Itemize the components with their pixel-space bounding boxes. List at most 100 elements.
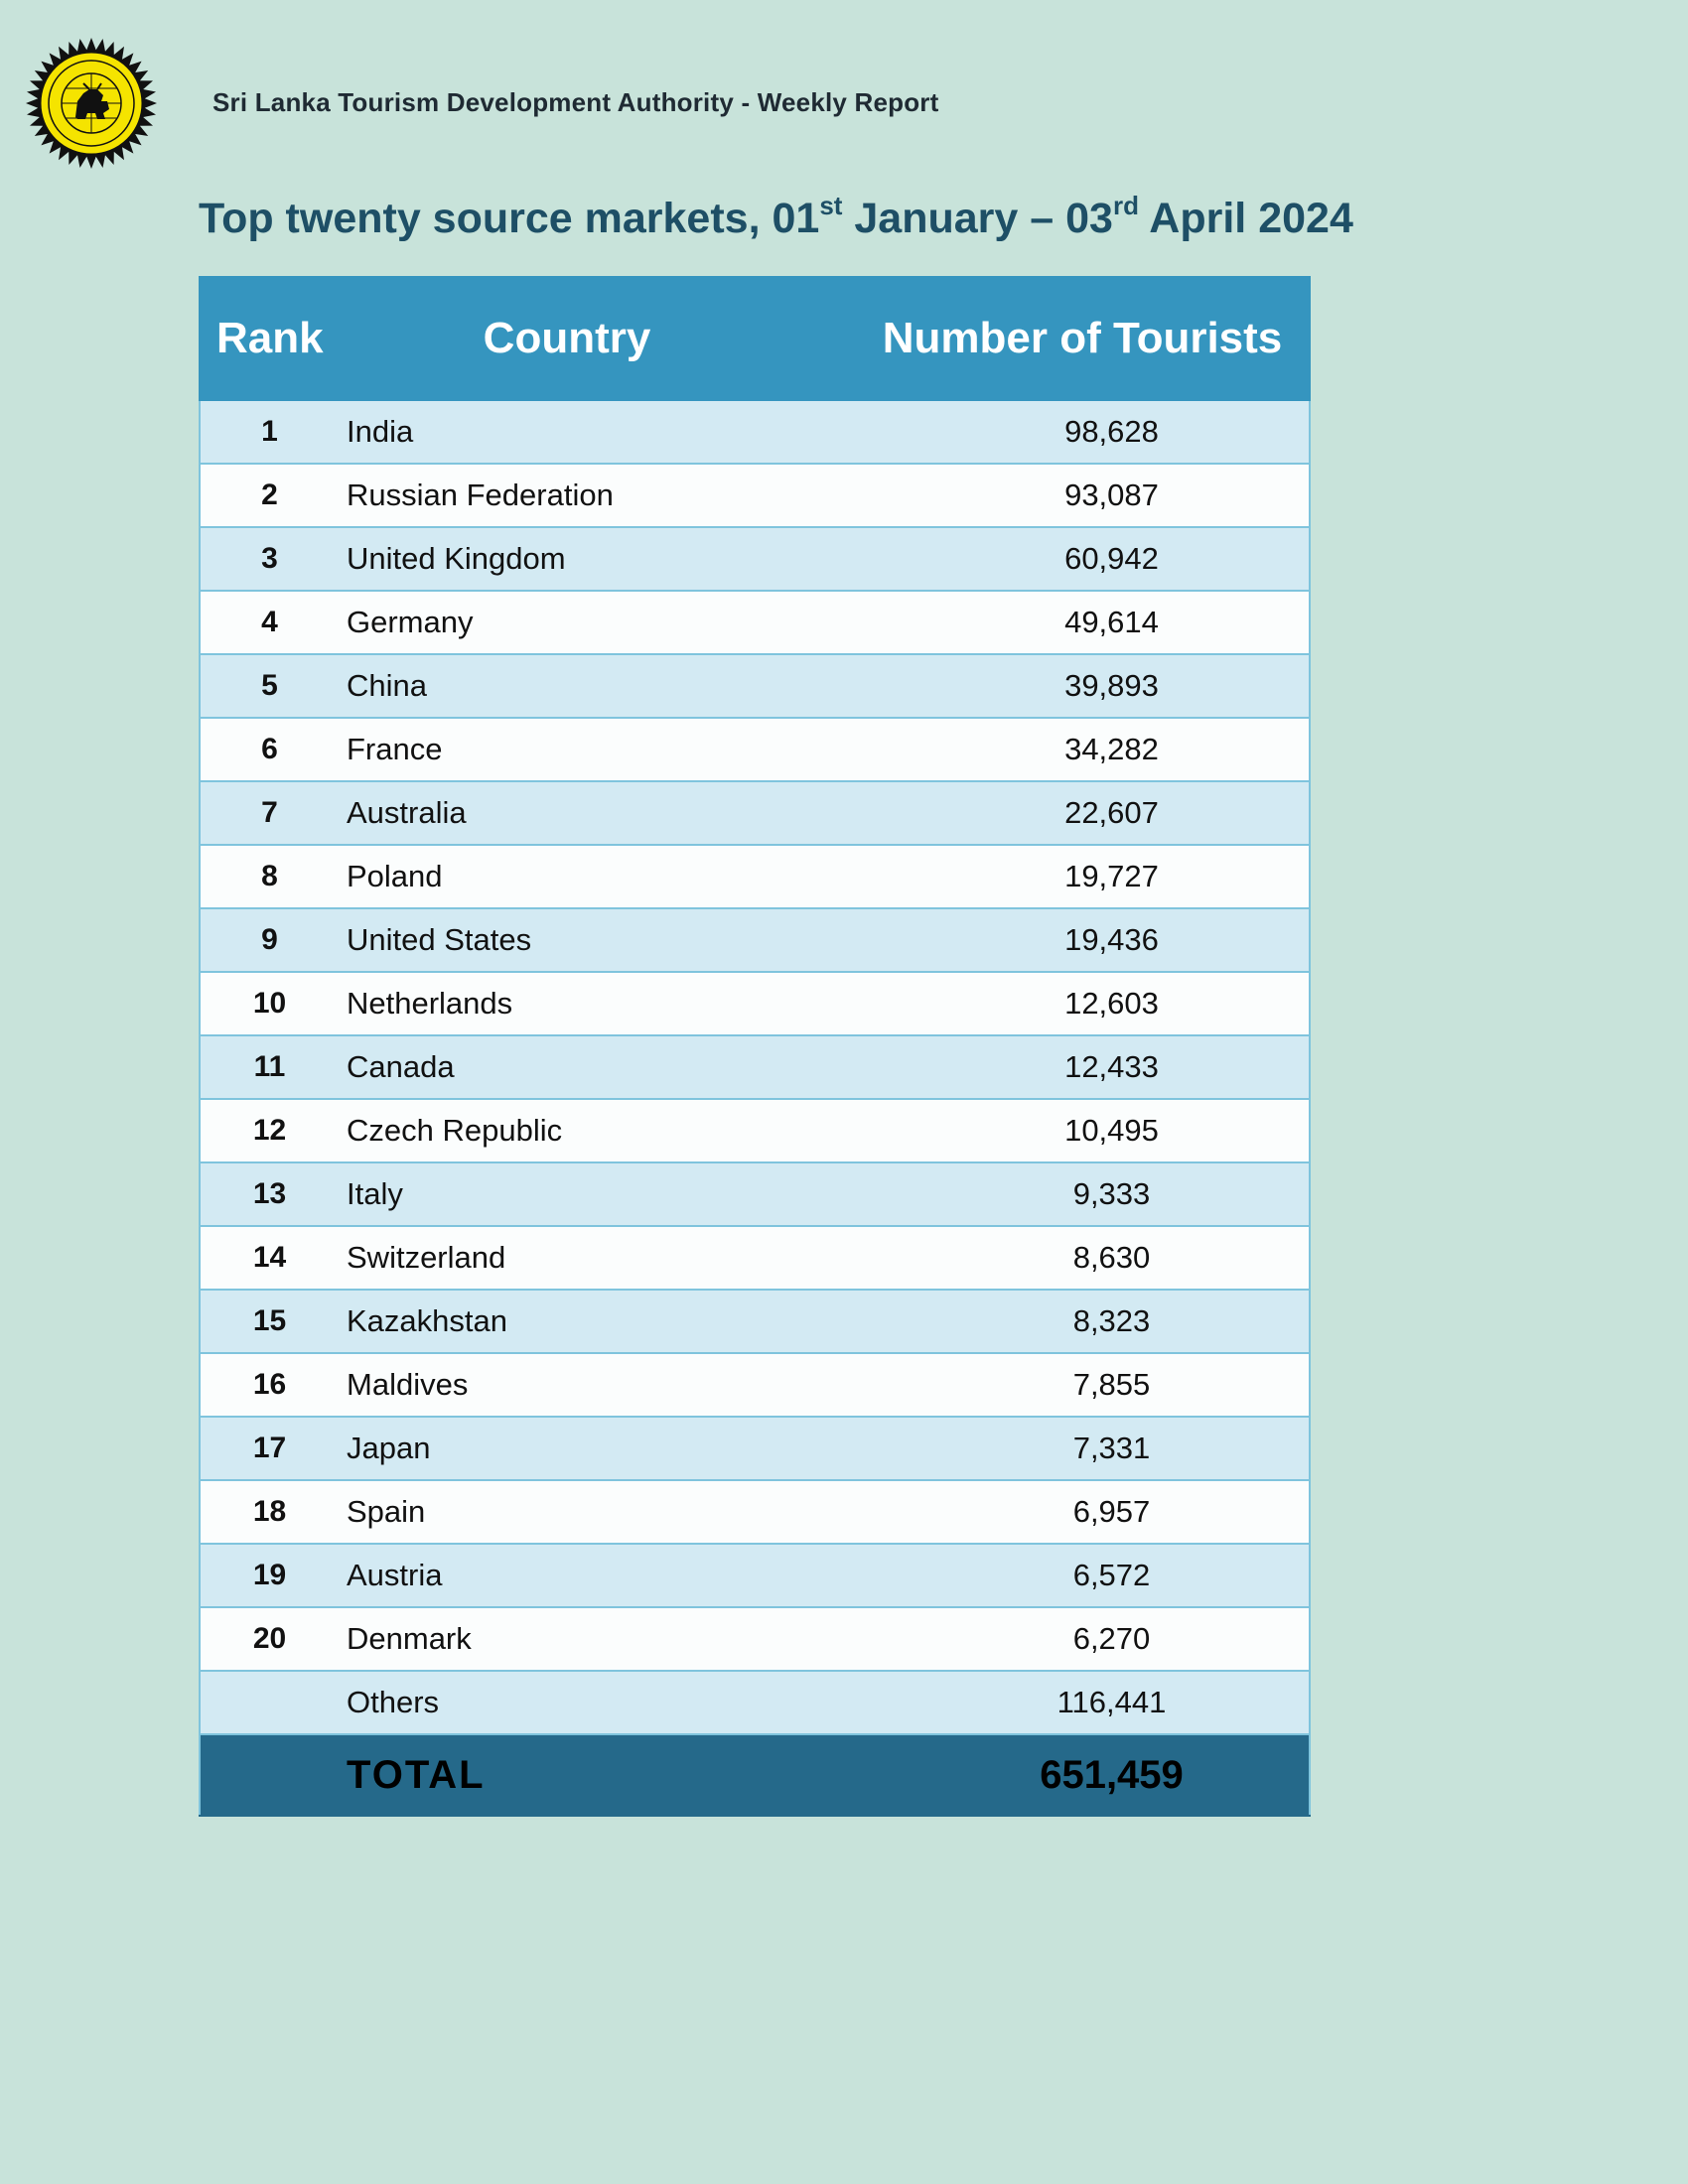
total-rank-cell <box>199 1733 339 1817</box>
country-cell: Australia <box>339 780 855 846</box>
header-country: Country <box>338 276 856 401</box>
tourists-cell: 8,323 <box>855 1289 1311 1354</box>
tourists-cell: 19,436 <box>855 907 1311 973</box>
rank-cell: 3 <box>199 526 339 592</box>
country-cell: United Kingdom <box>339 526 855 592</box>
country-cell: Canada <box>339 1034 855 1100</box>
others-rank-cell <box>199 1670 339 1735</box>
table-row: 5 China 39,893 <box>199 653 1311 719</box>
tourists-cell: 6,572 <box>855 1543 1311 1608</box>
tourists-cell: 6,957 <box>855 1479 1311 1545</box>
table-row: 17 Japan 7,331 <box>199 1416 1311 1481</box>
title-prefix: Top twenty source markets, 01 <box>199 195 820 242</box>
table-row: 4 Germany 49,614 <box>199 590 1311 655</box>
tourists-cell: 93,087 <box>855 463 1311 528</box>
rank-cell: 8 <box>199 844 339 909</box>
others-label: Others <box>339 1670 855 1735</box>
rank-cell: 11 <box>199 1034 339 1100</box>
country-cell: Austria <box>339 1543 855 1608</box>
tourists-cell: 19,727 <box>855 844 1311 909</box>
rank-cell: 6 <box>199 717 339 782</box>
table-row: 12 Czech Republic 10,495 <box>199 1098 1311 1163</box>
country-cell: China <box>339 653 855 719</box>
tourists-cell: 39,893 <box>855 653 1311 719</box>
country-cell: Czech Republic <box>339 1098 855 1163</box>
rank-cell: 19 <box>199 1543 339 1608</box>
table-row: 2 Russian Federation 93,087 <box>199 463 1311 528</box>
table-row: 20 Denmark 6,270 <box>199 1606 1311 1672</box>
title-sup-rd: rd <box>1112 191 1139 220</box>
country-cell: Switzerland <box>339 1225 855 1291</box>
table-header-row: Rank Country Number of Tourists <box>199 276 1311 401</box>
tourists-cell: 22,607 <box>855 780 1311 846</box>
table-row: 8 Poland 19,727 <box>199 844 1311 909</box>
tourists-cell: 8,630 <box>855 1225 1311 1291</box>
country-cell: France <box>339 717 855 782</box>
total-label: TOTAL <box>339 1733 855 1817</box>
page-title: Top twenty source markets, 01st January … <box>199 191 1353 243</box>
header-rank: Rank <box>199 276 340 401</box>
table-row: 18 Spain 6,957 <box>199 1479 1311 1545</box>
country-cell: Italy <box>339 1161 855 1227</box>
rank-cell: 5 <box>199 653 339 719</box>
others-tourists: 116,441 <box>855 1670 1311 1735</box>
country-cell: Netherlands <box>339 971 855 1036</box>
country-cell: India <box>339 399 855 465</box>
rank-cell: 9 <box>199 907 339 973</box>
table-row: 19 Austria 6,572 <box>199 1543 1311 1608</box>
rank-cell: 17 <box>199 1416 339 1481</box>
tourists-cell: 12,433 <box>855 1034 1311 1100</box>
table-row: 13 Italy 9,333 <box>199 1161 1311 1227</box>
country-cell: Poland <box>339 844 855 909</box>
rank-cell: 16 <box>199 1352 339 1418</box>
table-row: 9 United States 19,436 <box>199 907 1311 973</box>
country-cell: United States <box>339 907 855 973</box>
others-row: Others 116,441 <box>199 1670 1311 1735</box>
title-middle: January – 03 <box>842 195 1113 242</box>
country-cell: Kazakhstan <box>339 1289 855 1354</box>
tourists-cell: 98,628 <box>855 399 1311 465</box>
table-row: 7 Australia 22,607 <box>199 780 1311 846</box>
rank-cell: 15 <box>199 1289 339 1354</box>
tourists-cell: 10,495 <box>855 1098 1311 1163</box>
rank-cell: 4 <box>199 590 339 655</box>
rank-cell: 12 <box>199 1098 339 1163</box>
table-row: 11 Canada 12,433 <box>199 1034 1311 1100</box>
tourists-cell: 6,270 <box>855 1606 1311 1672</box>
table-row: 3 United Kingdom 60,942 <box>199 526 1311 592</box>
title-sup-st: st <box>819 191 843 220</box>
organization-name: Sri Lanka Tourism Development Authority <box>212 87 734 117</box>
country-cell: Germany <box>339 590 855 655</box>
rank-cell: 10 <box>199 971 339 1036</box>
table-row: 10 Netherlands 12,603 <box>199 971 1311 1036</box>
table-row: 1 India 98,628 <box>199 399 1311 465</box>
country-cell: Maldives <box>339 1352 855 1418</box>
title-suffix: April 2024 <box>1138 195 1353 242</box>
tourists-cell: 9,333 <box>855 1161 1311 1227</box>
tourists-cell: 7,855 <box>855 1352 1311 1418</box>
report-header: Sri Lanka Tourism Development Authority … <box>212 87 938 118</box>
header-tourists: Number of Tourists <box>854 276 1311 401</box>
sltda-emblem-icon <box>24 36 159 171</box>
total-row: TOTAL 651,459 <box>199 1733 1311 1817</box>
table-row: 16 Maldives 7,855 <box>199 1352 1311 1418</box>
tourists-cell: 7,331 <box>855 1416 1311 1481</box>
country-cell: Japan <box>339 1416 855 1481</box>
header-separator: - <box>741 87 751 117</box>
country-cell: Spain <box>339 1479 855 1545</box>
tourists-cell: 49,614 <box>855 590 1311 655</box>
table-row: 15 Kazakhstan 8,323 <box>199 1289 1311 1354</box>
tourists-cell: 12,603 <box>855 971 1311 1036</box>
rank-cell: 13 <box>199 1161 339 1227</box>
rank-cell: 14 <box>199 1225 339 1291</box>
source-markets-table: Rank Country Number of Tourists 1 India 98… <box>199 276 1311 1817</box>
report-type: Weekly Report <box>757 87 939 117</box>
total-tourists: 651,459 <box>855 1733 1311 1817</box>
tourists-cell: 34,282 <box>855 717 1311 782</box>
country-cell: Russian Federation <box>339 463 855 528</box>
rank-cell: 7 <box>199 780 339 846</box>
country-cell: Denmark <box>339 1606 855 1672</box>
table-row: 6 France 34,282 <box>199 717 1311 782</box>
rank-cell: 1 <box>199 399 339 465</box>
table-row: 14 Switzerland 8,630 <box>199 1225 1311 1291</box>
